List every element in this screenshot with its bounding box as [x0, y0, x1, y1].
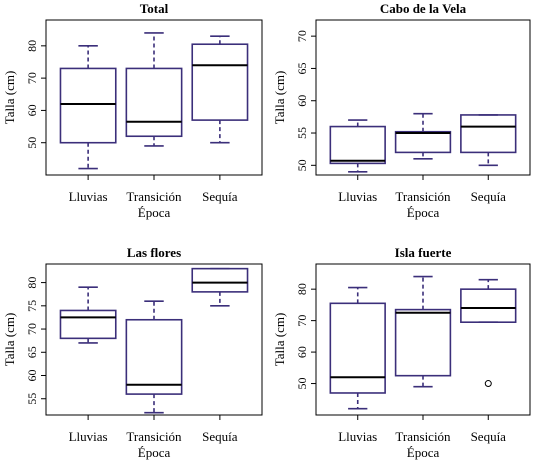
box-1	[125, 300, 183, 414]
iqr-box	[191, 267, 249, 293]
iqr-box	[460, 288, 517, 323]
iqr-box	[329, 125, 386, 165]
category-label: Transición	[126, 429, 182, 444]
boxplot-panel-0: Total Talla (cm) 50 60 70 80 Lluvias Transición…	[2, 1, 263, 220]
iqr-box	[394, 308, 452, 377]
category-label: Transición	[126, 189, 182, 204]
box-1	[394, 112, 452, 160]
box-2	[460, 114, 517, 167]
y-tick-label: 80	[25, 40, 39, 52]
y-axis-label: Talla (cm)	[2, 71, 17, 125]
y-tick-label: 50	[295, 159, 309, 171]
panel-title: Las flores	[127, 245, 181, 260]
y-tick-label: 75	[25, 300, 39, 312]
iqr-box	[191, 43, 249, 121]
y-tick-label: 50	[295, 378, 309, 390]
box-2	[460, 278, 517, 388]
category-label: Sequía	[471, 189, 507, 204]
panel-frame	[45, 19, 263, 176]
y-tick-label: 70	[25, 323, 39, 335]
category-label: Lluvias	[69, 429, 108, 444]
box-2	[191, 267, 249, 307]
iqr-box	[59, 309, 117, 340]
x-axis-label: Época	[138, 205, 171, 220]
panel-title: Isla fuerte	[395, 245, 452, 260]
y-tick-label: 60	[25, 370, 39, 382]
x-axis-label: Época	[407, 205, 440, 220]
iqr-box	[329, 302, 386, 394]
box-0	[59, 45, 117, 170]
iqr-box	[125, 318, 183, 395]
y-tick-label: 60	[295, 95, 309, 107]
panel-title: Total	[140, 1, 169, 16]
outlier-point	[484, 380, 492, 388]
category-label: Lluvias	[69, 189, 108, 204]
y-tick-label: 70	[295, 315, 309, 327]
category-label: Sequía	[202, 189, 238, 204]
category-label: Lluvias	[338, 189, 377, 204]
y-axis-label: Talla (cm)	[2, 313, 17, 367]
category-label: Transición	[395, 429, 451, 444]
box-0	[329, 119, 386, 173]
box-0	[59, 286, 117, 344]
y-tick-label: 70	[295, 30, 309, 42]
y-tick-label: 80	[25, 277, 39, 289]
boxplot-panel-3: Isla fuerte Talla (cm) 50 60 70 80 Lluvias Tran…	[272, 245, 531, 460]
x-axis-label: Época	[138, 445, 171, 460]
y-axis-label: Talla (cm)	[272, 313, 287, 367]
boxplot-panel-2: Las flores Talla (cm) 55 60 65 70 75 80 Lluvias T…	[2, 245, 263, 460]
boxplot-panel-1: Cabo de la Vela Talla (cm) 50 55 60 65 70 Lluvi…	[272, 1, 531, 220]
y-tick-label: 65	[25, 346, 39, 358]
y-tick-label: 55	[295, 127, 309, 139]
y-axis-label: Talla (cm)	[272, 71, 287, 125]
box-2	[191, 35, 249, 144]
iqr-box	[59, 67, 117, 144]
x-axis-label: Época	[407, 445, 440, 460]
y-tick-label: 60	[295, 346, 309, 358]
y-tick-label: 65	[295, 62, 309, 74]
category-label: Lluvias	[338, 429, 377, 444]
iqr-box	[460, 114, 517, 154]
category-label: Transición	[395, 189, 451, 204]
y-tick-label: 80	[295, 283, 309, 295]
category-label: Sequía	[202, 429, 238, 444]
y-tick-label: 50	[25, 137, 39, 149]
iqr-box	[394, 130, 452, 154]
category-label: Sequía	[471, 429, 507, 444]
y-tick-label: 70	[25, 72, 39, 84]
iqr-box	[125, 67, 183, 138]
box-0	[329, 286, 386, 410]
box-1	[125, 32, 183, 147]
panel-title: Cabo de la Vela	[380, 1, 467, 16]
box-1	[394, 275, 452, 388]
y-tick-label: 60	[25, 104, 39, 116]
y-tick-label: 55	[25, 393, 39, 405]
